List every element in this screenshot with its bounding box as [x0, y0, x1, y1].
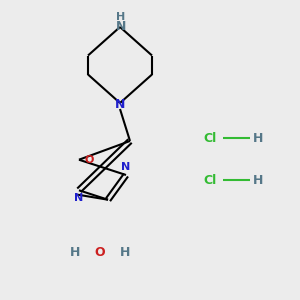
Text: H: H [116, 12, 126, 22]
Text: H: H [253, 131, 263, 145]
Text: N: N [74, 193, 84, 203]
Text: H: H [120, 245, 130, 259]
Text: Cl: Cl [203, 173, 217, 187]
Text: Cl: Cl [203, 131, 217, 145]
Text: N: N [116, 20, 126, 32]
Text: N: N [122, 162, 130, 172]
Text: H: H [70, 245, 80, 259]
Text: N: N [115, 98, 125, 112]
Text: O: O [95, 245, 105, 259]
Text: O: O [84, 155, 94, 165]
Text: H: H [253, 173, 263, 187]
